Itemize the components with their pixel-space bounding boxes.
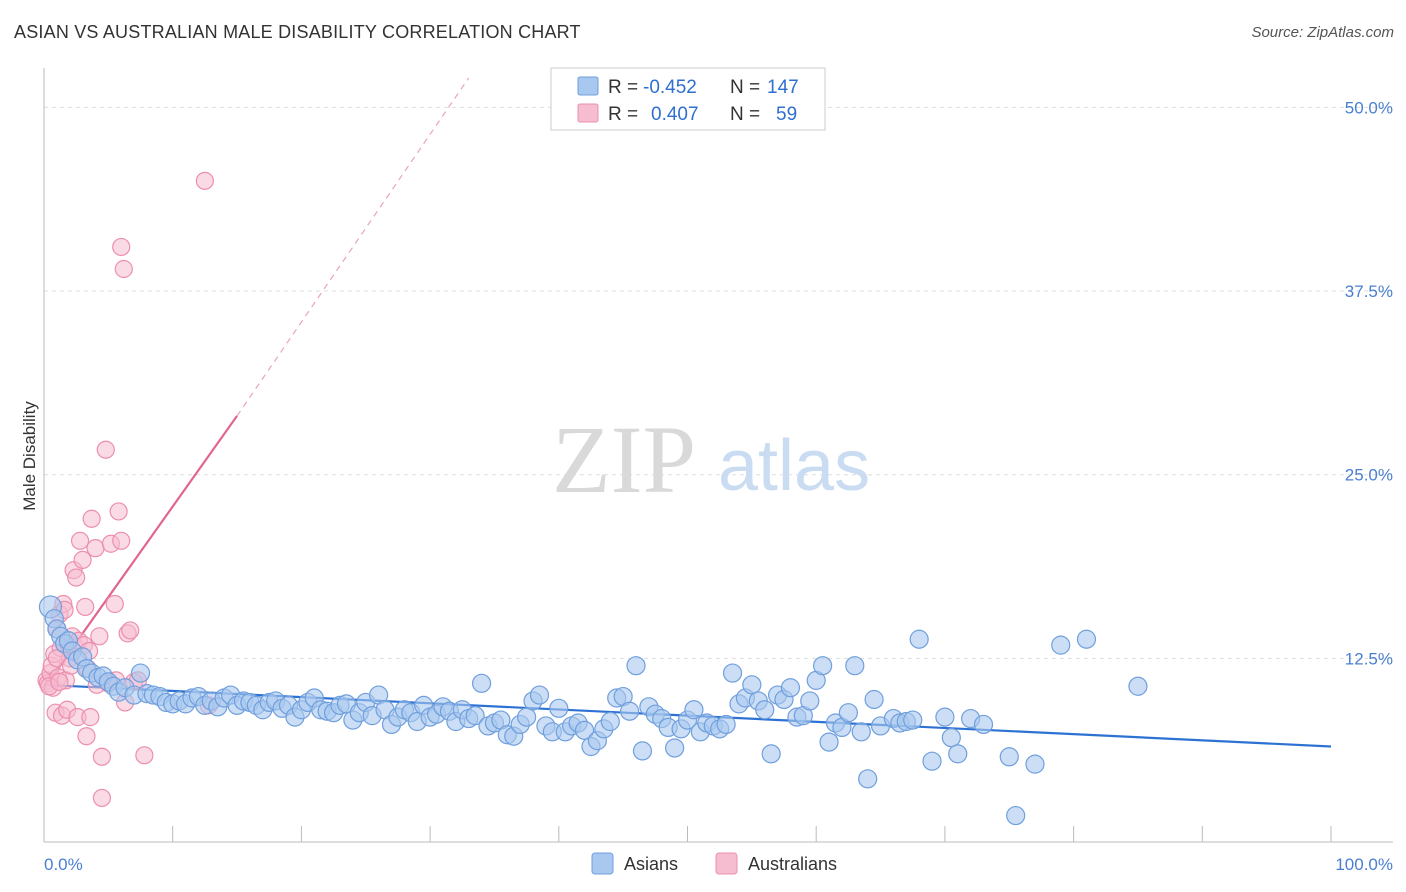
asians-point: [600, 711, 620, 732]
asians-point: [941, 728, 961, 748]
bottom-legend-australians-swatch[interactable]: [715, 852, 738, 875]
asians-point: [1128, 676, 1148, 696]
asians-point: [529, 685, 550, 705]
legend-australians-n-label: N =: [730, 104, 760, 125]
y-tick-label-2: 37.5%: [1345, 282, 1393, 301]
axes: [43, 68, 1393, 843]
australians-point: [121, 621, 140, 640]
asians-point: [948, 744, 968, 764]
australians-point: [195, 171, 214, 190]
asians-point: [909, 629, 929, 649]
asians-point: [845, 656, 865, 676]
y-tick-label-1: 25.0%: [1345, 466, 1393, 485]
asians-point: [838, 703, 858, 723]
asians-point: [1025, 754, 1045, 774]
legend-australians-swatch: [577, 103, 599, 123]
asians-point: [549, 698, 569, 718]
australians-point: [109, 502, 128, 521]
asians-point: [858, 769, 878, 789]
asians-point: [619, 701, 640, 721]
watermark-zip: ZIP: [552, 406, 696, 513]
y-tick-labels: 12.5% 25.0% 37.5% 50.0%: [1345, 98, 1393, 668]
asians-point: [761, 744, 781, 764]
asians-point: [1006, 805, 1026, 826]
asians-point: [800, 691, 820, 711]
asians-points: [38, 595, 1148, 826]
australians-point: [82, 509, 101, 528]
y-tick-label-0: 12.5%: [1345, 649, 1393, 668]
asians-point: [851, 722, 871, 742]
australians-point: [114, 259, 133, 279]
y-tick-label-3: 50.0%: [1345, 98, 1393, 117]
australians-point: [47, 649, 66, 668]
australians-point: [112, 531, 131, 550]
asians-point: [465, 706, 485, 726]
legend-asians-r-label: R =: [608, 77, 638, 98]
asians-point: [755, 700, 775, 720]
australians-point: [135, 746, 154, 765]
australians-point: [81, 708, 100, 727]
x-tick-label-min: 0.0%: [44, 855, 83, 874]
australians-point: [92, 788, 112, 808]
chart-title: ASIAN VS AUSTRALIAN MALE DISABILITY CORR…: [14, 22, 581, 42]
asians-point: [684, 700, 704, 720]
source-label: Source: ZipAtlas.com: [1251, 24, 1394, 41]
asians-point: [935, 707, 955, 727]
australians-point: [76, 597, 95, 617]
legend-asians-n-label: N =: [730, 77, 760, 98]
australians-point: [90, 627, 109, 646]
australians-point: [112, 237, 131, 257]
asians-point: [471, 673, 492, 693]
bottom-legend-asians-label[interactable]: Asians: [624, 854, 678, 874]
australians-point: [70, 531, 90, 550]
asians-point: [813, 656, 833, 676]
asians-point: [780, 678, 801, 698]
australians-point: [105, 594, 124, 614]
grid-lines: [44, 106, 1393, 659]
asians-point: [574, 720, 595, 740]
legend-asians-r-value: -0.452: [643, 77, 697, 98]
legend-australians-r-label: R =: [608, 104, 638, 125]
legend-australians-n-value: 59: [776, 104, 797, 125]
australians-point: [50, 672, 69, 691]
bottom-legend-asians-swatch[interactable]: [591, 852, 614, 875]
asians-point: [973, 714, 994, 735]
australians-point: [73, 550, 92, 570]
asians-point: [1076, 629, 1097, 649]
asians-point: [742, 675, 762, 695]
legend-asians-n-value: 147: [767, 77, 799, 98]
legend: R = -0.452 N = 147 R = 0.407 N = 59: [550, 67, 826, 131]
asians-point: [722, 663, 743, 683]
australians-trend-extension: [236, 77, 470, 417]
asians-point: [922, 751, 942, 771]
australians-point: [92, 747, 112, 766]
asians-point: [903, 710, 923, 730]
asians-point: [626, 656, 646, 676]
y-axis-label: Male Disability: [20, 401, 39, 511]
asians-point: [716, 714, 736, 735]
bottom-legend: Asians Australians: [591, 852, 837, 875]
x-tick-label-max: 100.0%: [1335, 855, 1393, 874]
australians-point: [67, 568, 86, 587]
watermark-atlas: atlas: [718, 426, 870, 506]
asians-point: [130, 663, 151, 683]
asians-point: [1051, 635, 1071, 655]
bottom-legend-australians-label[interactable]: Australians: [748, 854, 837, 874]
asians-point: [632, 741, 653, 761]
australians-point: [77, 727, 96, 746]
asians-point: [999, 747, 1019, 767]
asians-point: [864, 689, 884, 710]
x-tick-labels: 0.0% 100.0%: [44, 855, 1393, 874]
asians-point: [665, 738, 685, 758]
asians-point: [517, 707, 537, 727]
legend-australians-r-value: 0.407: [651, 104, 699, 125]
watermark: ZIP atlas: [552, 406, 870, 513]
australians-point: [96, 440, 115, 459]
asians-point: [819, 732, 839, 752]
legend-asians-swatch: [577, 76, 599, 96]
australians-point: [86, 539, 105, 558]
